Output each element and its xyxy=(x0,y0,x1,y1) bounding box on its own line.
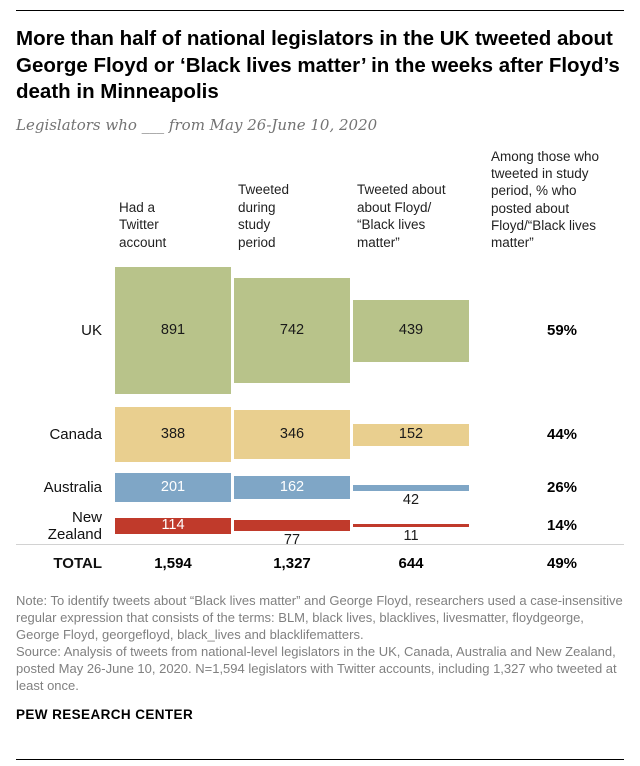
column-header-had-twitter-account: Had a Twitter account xyxy=(119,199,167,250)
chart-title: More than half of national legislators i… xyxy=(16,27,620,104)
note-text: Note: To identify tweets about “Black li… xyxy=(16,592,623,642)
chart-row-new-zealand: New Zealand 114 77 11 14% xyxy=(16,509,624,548)
bar-value: 742 xyxy=(279,322,305,339)
bar-value: 152 xyxy=(398,426,424,443)
row-label-canada: Canada xyxy=(49,426,102,444)
chart-row-australia: Australia 201 162 42 26% xyxy=(16,473,624,507)
bar-cell: 439 xyxy=(353,267,469,395)
bar-value: 162 xyxy=(279,479,305,496)
top-rule xyxy=(16,10,624,11)
total-pct-value: 49% xyxy=(546,554,578,572)
chart-row-uk: UK 891 742 439 59% xyxy=(16,267,624,395)
bar-canada-twitter-account: 388 xyxy=(115,407,231,463)
bar-cell: 201 xyxy=(115,473,231,503)
row-label-uk: UK xyxy=(81,322,102,340)
bar-australia-tweeted-study: 162 xyxy=(234,476,350,500)
bar-value: 388 xyxy=(160,426,186,443)
bar-canada-tweeted-floyd: 152 xyxy=(353,423,469,446)
bar-cell: 162 xyxy=(234,473,350,503)
pct-value-new-zealand: 14% xyxy=(546,517,578,535)
pct-value-australia: 26% xyxy=(546,479,578,497)
source-text: Source: Analysis of tweets from national… xyxy=(16,643,617,694)
bar-australia-twitter-account: 201 xyxy=(115,473,231,503)
bar-cell: 42 xyxy=(353,473,469,507)
row-label-australia: Australia xyxy=(43,479,102,497)
bar-cell: 388 xyxy=(115,407,231,463)
bar-cell: 114 xyxy=(115,509,231,543)
bar-nz-tweeted-study: 77 xyxy=(234,520,350,547)
bar-cell: 77 xyxy=(234,509,350,547)
total-value-twitter-account: 1,594 xyxy=(154,554,192,572)
bar-nz-twitter-account: 114 xyxy=(115,517,231,534)
bar-uk-twitter-account: 891 xyxy=(115,267,231,395)
bar-cell: 742 xyxy=(234,267,350,395)
column-header-row: Had a Twitter account Tweeted during stu… xyxy=(16,148,624,252)
chart-row-canada: Canada 388 346 152 44% xyxy=(16,407,624,463)
bar-value: 11 xyxy=(403,528,419,545)
total-value-tweeted-study: 1,327 xyxy=(273,554,311,572)
column-header-pct-posted: Among those who tweeted in study period,… xyxy=(491,148,600,251)
column-header-tweeted-during-study: Tweeted during study period xyxy=(238,182,290,250)
bar-value: 891 xyxy=(160,322,186,339)
bar-nz-tweeted-floyd: 11 xyxy=(353,524,469,543)
bar-value: 114 xyxy=(161,517,185,534)
bottom-rule xyxy=(16,759,624,760)
bar-australia-tweeted-floyd: 42 xyxy=(353,484,469,507)
bar-cell: 152 xyxy=(353,407,469,463)
bar-uk-tweeted-study: 742 xyxy=(234,278,350,384)
row-label-new-zealand: New Zealand xyxy=(47,508,102,543)
bar-value: 77 xyxy=(283,532,301,549)
total-value-tweeted-floyd: 644 xyxy=(398,554,424,572)
bar-canada-tweeted-study: 346 xyxy=(234,410,350,460)
bar-value: 42 xyxy=(402,491,420,508)
pct-value-canada: 44% xyxy=(546,426,578,444)
bar-value: 346 xyxy=(279,426,305,443)
bar-value: 439 xyxy=(398,322,424,339)
bar-cell: 346 xyxy=(234,407,350,463)
column-header-tweeted-about-floyd: Tweeted about about Floyd/ “Black lives … xyxy=(357,182,446,250)
brand-footer: PEW RESEARCH CENTER xyxy=(16,707,194,723)
bar-uk-tweeted-floyd: 439 xyxy=(353,299,469,362)
bar-value: 201 xyxy=(160,479,186,496)
total-label: TOTAL xyxy=(53,554,102,572)
total-row: TOTAL 1,594 1,327 644 49% xyxy=(16,543,624,583)
chart-subtitle: Legislators who ___ from May 26-June 10,… xyxy=(16,115,378,134)
pct-value-uk: 59% xyxy=(546,322,578,340)
bar-cell: 11 xyxy=(353,509,469,543)
bar-cell: 891 xyxy=(115,267,231,395)
